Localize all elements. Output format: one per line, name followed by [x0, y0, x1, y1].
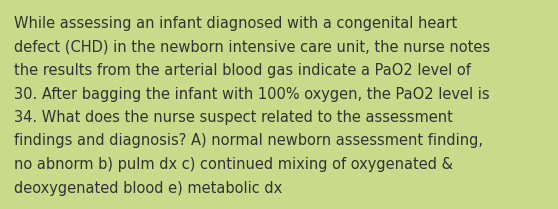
Text: deoxygenated blood e) metabolic dx: deoxygenated blood e) metabolic dx — [14, 181, 282, 195]
Text: findings and diagnosis? A) normal newborn assessment finding,: findings and diagnosis? A) normal newbor… — [14, 134, 483, 149]
Text: 34. What does the nurse suspect related to the assessment: 34. What does the nurse suspect related … — [14, 110, 453, 125]
Text: no abnorm b) pulm dx c) continued mixing of oxygenated &: no abnorm b) pulm dx c) continued mixing… — [14, 157, 453, 172]
Text: While assessing an infant diagnosed with a congenital heart: While assessing an infant diagnosed with… — [14, 16, 457, 31]
Text: 30. After bagging the infant with 100% oxygen, the PaO2 level is: 30. After bagging the infant with 100% o… — [14, 87, 489, 102]
Text: the results from the arterial blood gas indicate a PaO2 level of: the results from the arterial blood gas … — [14, 63, 471, 78]
Text: defect (CHD) in the newborn intensive care unit, the nurse notes: defect (CHD) in the newborn intensive ca… — [14, 40, 490, 55]
